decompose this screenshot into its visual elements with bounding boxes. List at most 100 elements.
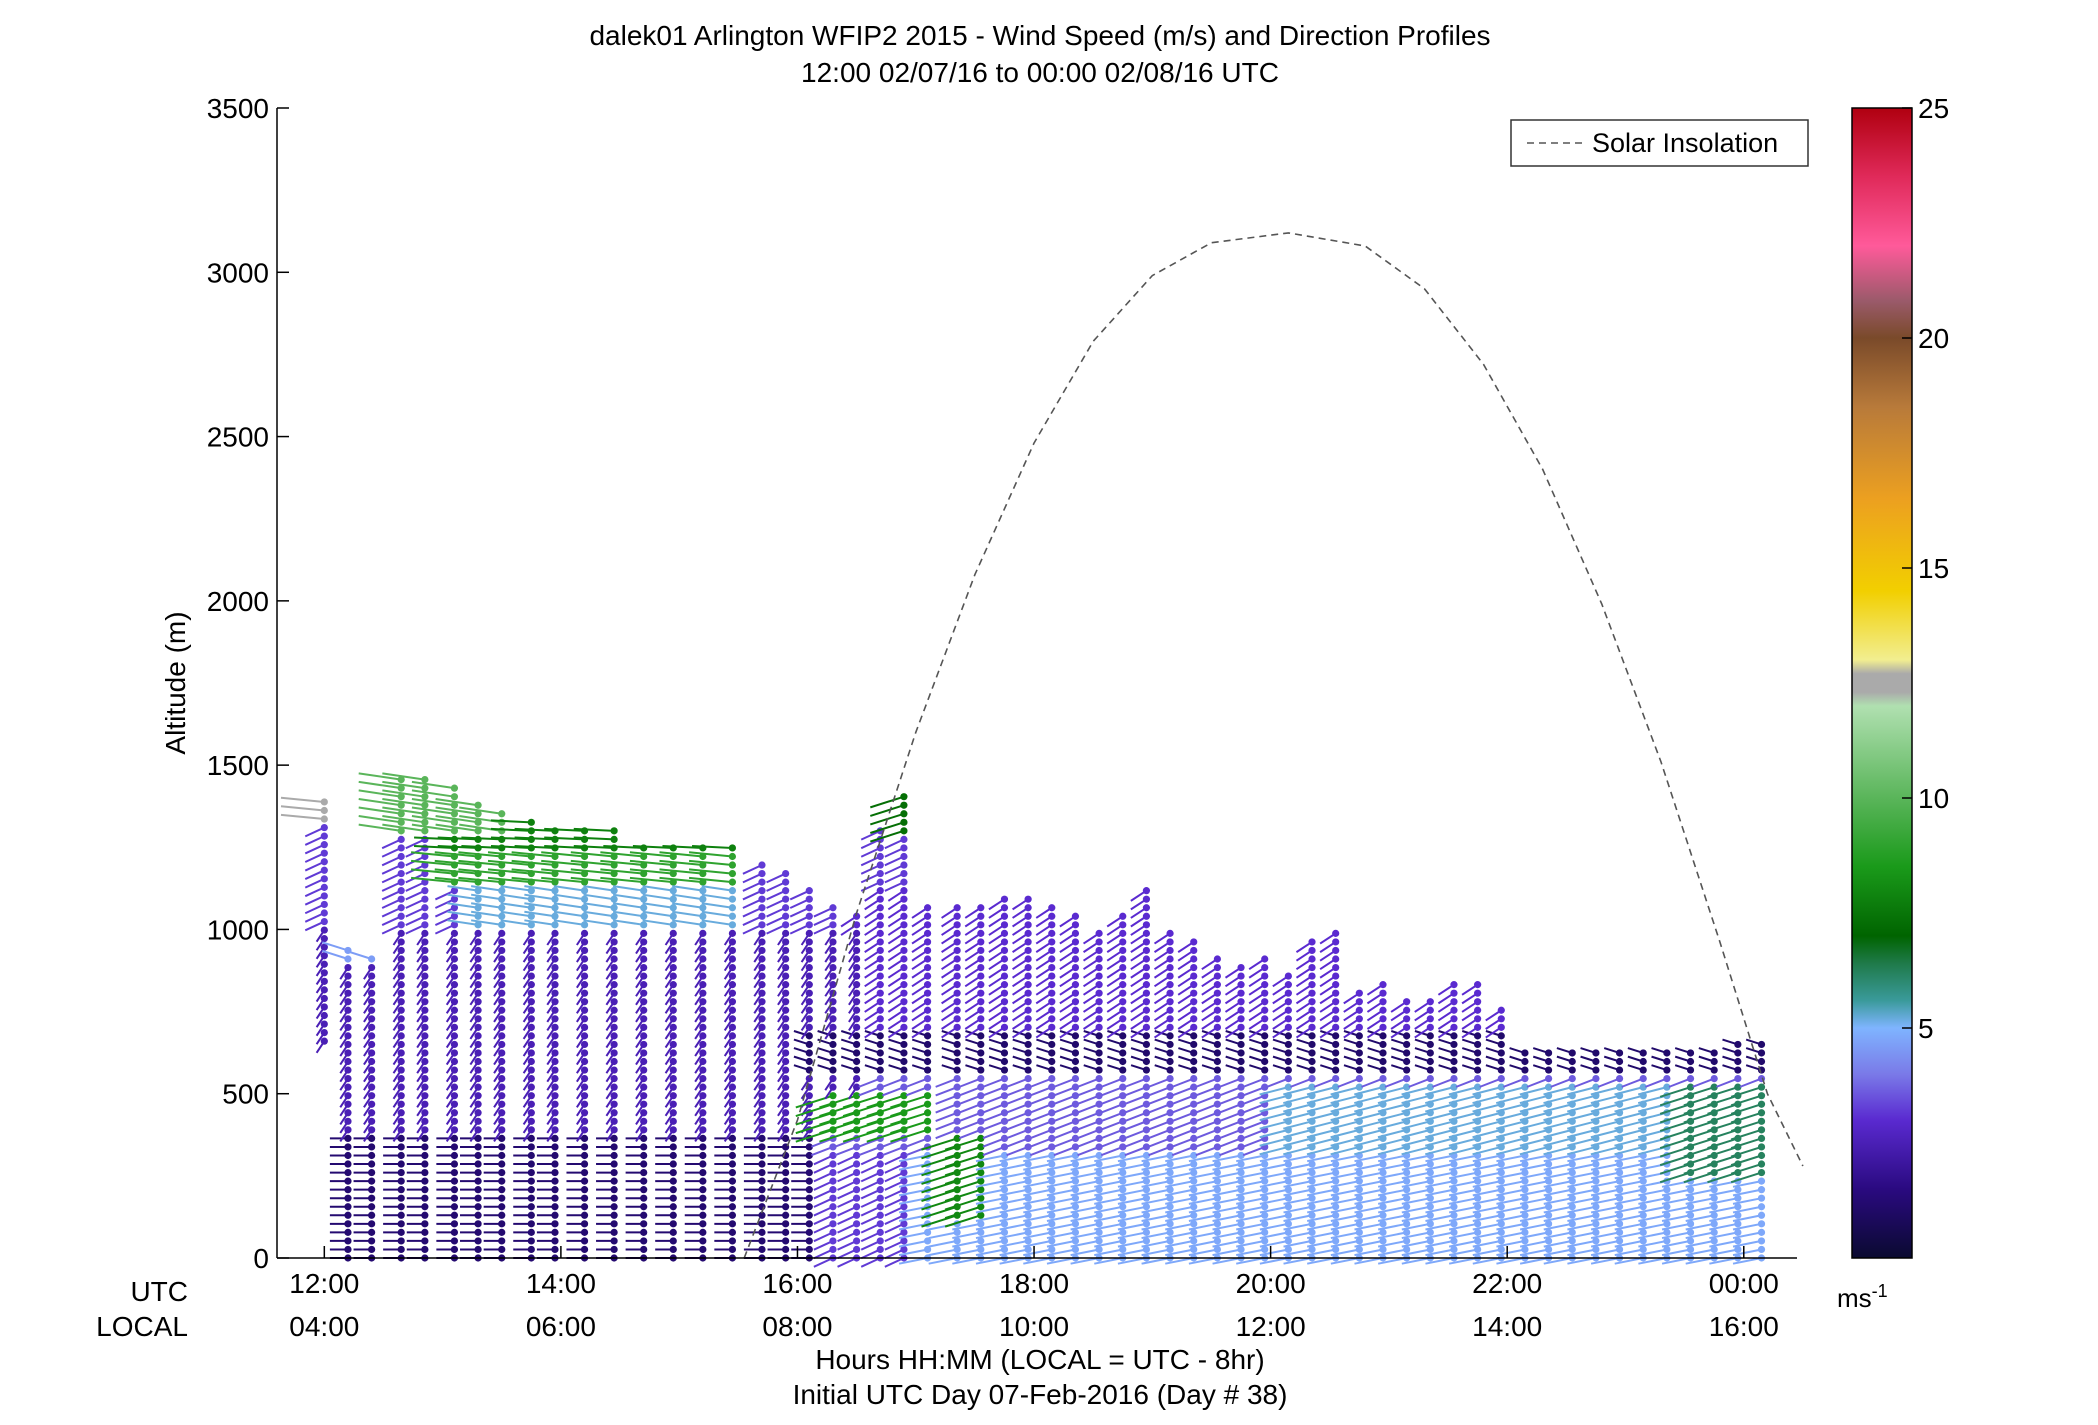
wind-barb-dot <box>699 1168 707 1177</box>
wind-barb-dot <box>580 1220 589 1228</box>
wind-barb-dot <box>1213 1177 1221 1185</box>
wind-barb-shaft <box>898 1197 928 1205</box>
wind-barb-dot <box>1757 1057 1766 1066</box>
wind-barb-dot <box>320 1037 328 1045</box>
wind-barb-dot <box>580 1049 589 1057</box>
wind-barb-dot <box>1024 1023 1032 1031</box>
wind-barb-dot <box>923 1109 932 1117</box>
wind-barb-dot <box>1592 1057 1600 1066</box>
wind-barb-shaft <box>1117 1205 1147 1214</box>
wind-barb-dot <box>397 835 405 844</box>
wind-barb-dot <box>1284 989 1292 997</box>
wind-barb-dot <box>1048 1194 1056 1202</box>
wind-barb-dot <box>610 827 618 835</box>
wind-barb-dot <box>1663 1220 1671 1228</box>
wind-barb-dot <box>1757 1040 1766 1049</box>
wind-barb-dot <box>397 852 405 861</box>
wind-barb-shaft <box>975 1163 1005 1171</box>
wind-barb-dot <box>699 1160 707 1168</box>
wind-barb-dot <box>669 981 677 989</box>
wind-barb-dot <box>699 1228 707 1236</box>
wind-barb-shaft <box>975 1222 1005 1231</box>
wind-barb-dot <box>953 1006 961 1014</box>
wind-barb-dot <box>1166 1057 1174 1066</box>
wind-barb-dot <box>1308 1023 1316 1031</box>
wind-barb-shaft <box>882 1077 905 1088</box>
wind-barb-dot <box>1048 1134 1056 1142</box>
wind-barb-shaft <box>1094 1205 1123 1214</box>
wind-barb-dot <box>699 1006 707 1014</box>
wind-barb-dot <box>1095 938 1103 946</box>
wind-barb-dot <box>1095 1143 1103 1151</box>
wind-barb-dot <box>1757 1126 1766 1134</box>
wind-barb-dot <box>498 1040 506 1049</box>
wind-barb-dot <box>610 1109 618 1117</box>
wind-barb-dot <box>1213 1015 1221 1023</box>
wind-barb-dot <box>1308 955 1316 963</box>
wind-barb-dot <box>758 1168 766 1177</box>
wind-barb-dot <box>450 1151 459 1160</box>
wind-barb-shaft <box>1448 1180 1478 1188</box>
wind-barb-dot <box>728 1100 737 1108</box>
wind-barb-dot <box>1000 1186 1009 1194</box>
wind-barb-dot <box>669 1066 677 1074</box>
wind-barb-dot <box>450 835 459 844</box>
wind-barb-dot <box>474 835 482 844</box>
wind-barb-shaft <box>1053 1086 1076 1097</box>
y-tick-label: 2500 <box>207 422 269 453</box>
wind-barb-dot <box>1000 921 1009 929</box>
wind-barb-dot <box>474 981 482 989</box>
wind-barb-shaft <box>1543 1163 1573 1171</box>
wind-barb-shaft <box>1171 1111 1195 1122</box>
wind-barb-shaft <box>1259 1154 1289 1163</box>
wind-barb-dot <box>1166 998 1174 1006</box>
wind-barb-dot <box>1166 1194 1174 1202</box>
wind-barb-shaft <box>459 806 502 815</box>
wind-barb-dot <box>758 1220 766 1228</box>
wind-barb-dot <box>699 998 707 1006</box>
wind-barb-dot <box>699 1015 707 1023</box>
wind-barb-dot <box>699 921 707 929</box>
wind-barb-shaft <box>1730 1094 1762 1107</box>
wind-barb-dot <box>1095 1109 1103 1117</box>
wind-barb-dot <box>368 1109 376 1117</box>
wind-barb-shaft <box>1472 1163 1502 1171</box>
wind-barb-dot <box>498 921 506 929</box>
wind-barb-dot <box>1000 1023 1009 1031</box>
wind-barb-dot <box>1237 1109 1245 1117</box>
wind-barb-dot <box>551 1083 559 1091</box>
wind-barb-dot <box>876 1092 884 1100</box>
wind-barb-shaft <box>1661 1257 1691 1265</box>
wind-barb-dot <box>1024 1092 1032 1100</box>
wind-barb-dot <box>551 1228 559 1236</box>
wind-barb-dot <box>1379 1015 1387 1023</box>
wind-barb-dot <box>728 1203 737 1211</box>
wind-barb-shaft <box>1046 1257 1076 1265</box>
wind-barb-shaft <box>1046 1205 1076 1214</box>
wind-barb-dot <box>610 938 618 946</box>
wind-barb-dot <box>1261 955 1269 963</box>
wind-barb-dot <box>450 946 459 955</box>
wind-barb-dot <box>1119 981 1127 989</box>
wind-barb-shaft <box>1448 1188 1478 1197</box>
wind-barb-dot <box>782 878 790 886</box>
wind-barb-shaft <box>1668 1077 1691 1088</box>
wind-barb-dot <box>1592 1160 1600 1168</box>
wind-barb-dot <box>498 989 506 997</box>
wind-barb-shaft <box>1242 1128 1266 1140</box>
wind-barb-dot <box>527 1220 535 1228</box>
wind-barb-dot <box>474 1032 482 1040</box>
wind-barb-shaft <box>1496 1180 1526 1188</box>
wind-barb-shaft <box>553 902 585 909</box>
wind-barb-shaft <box>1503 1077 1526 1088</box>
wind-barb-dot <box>805 887 813 895</box>
wind-barb-shaft <box>1567 1231 1597 1240</box>
wind-barb-dot <box>1710 1220 1718 1228</box>
x-tick-label-local: 06:00 <box>526 1311 596 1342</box>
wind-barb-dot <box>421 1168 429 1177</box>
wind-barb-dot <box>1450 1023 1458 1031</box>
wind-barb-dot <box>829 1032 837 1040</box>
wind-barb-dot <box>498 912 506 920</box>
wind-profile <box>1495 1047 1529 1265</box>
wind-barb-shaft <box>1306 1171 1336 1180</box>
